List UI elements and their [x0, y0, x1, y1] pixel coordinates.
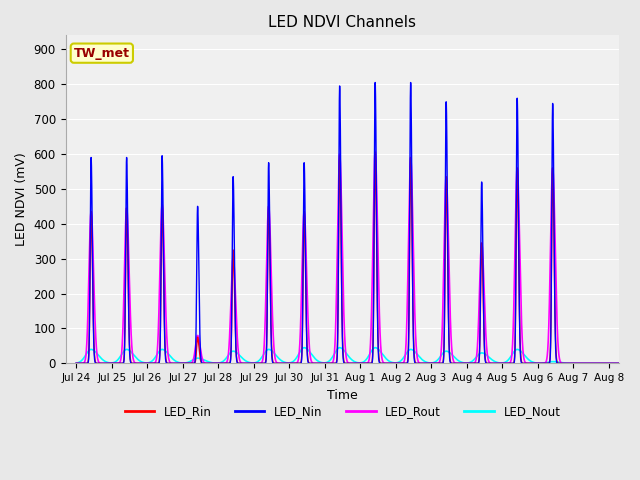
Y-axis label: LED NDVI (mV): LED NDVI (mV) [15, 153, 28, 246]
Legend: LED_Rin, LED_Nin, LED_Rout, LED_Nout: LED_Rin, LED_Nin, LED_Rout, LED_Nout [120, 401, 565, 423]
Title: LED NDVI Channels: LED NDVI Channels [268, 15, 417, 30]
Text: TW_met: TW_met [74, 47, 130, 60]
X-axis label: Time: Time [327, 389, 358, 402]
